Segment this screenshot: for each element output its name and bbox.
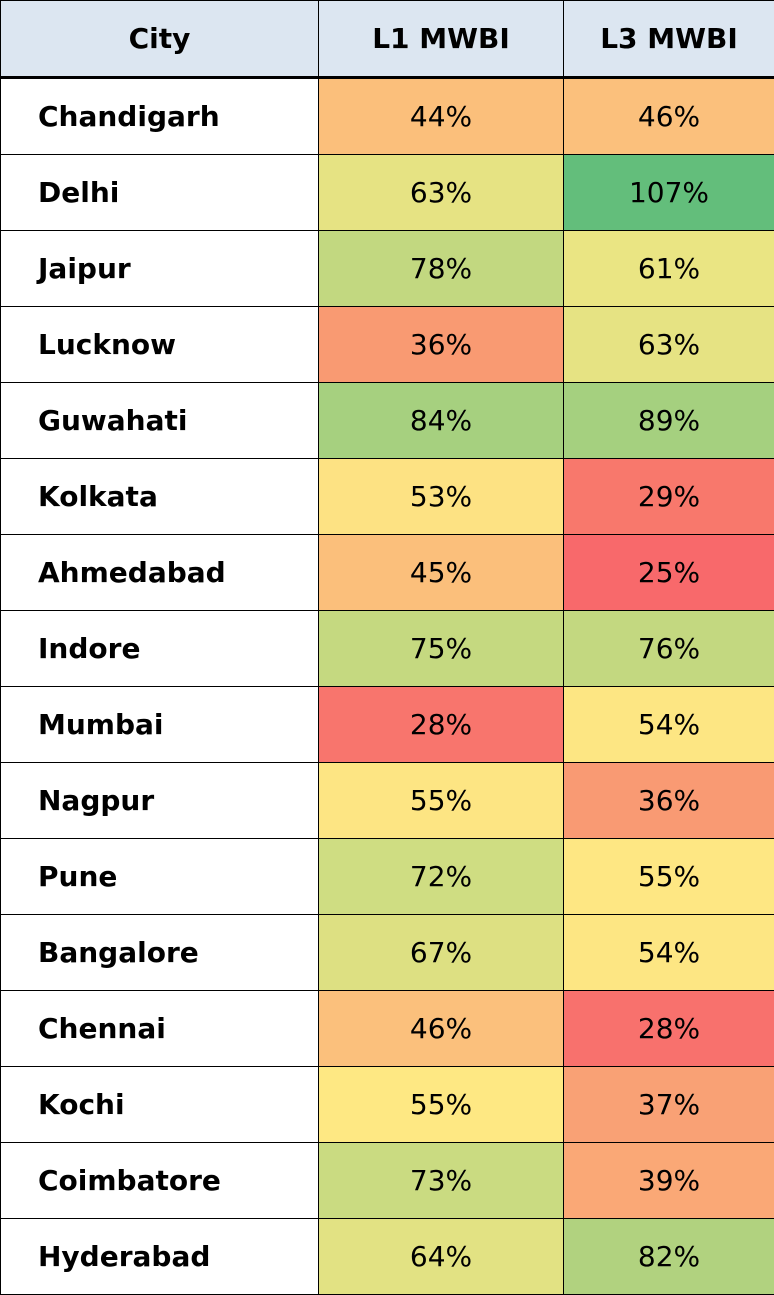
l3-mwbi-cell: 37% — [564, 1067, 774, 1143]
l3-mwbi-cell: 55% — [564, 839, 774, 915]
l1-mwbi-cell: 55% — [319, 1067, 564, 1143]
city-cell: Bangalore — [1, 915, 319, 991]
city-cell: Indore — [1, 611, 319, 687]
l1-mwbi-cell: 44% — [319, 78, 564, 155]
l1-mwbi-cell: 84% — [319, 383, 564, 459]
header-l1-mwbi: L1 MWBI — [319, 1, 564, 78]
l3-mwbi-cell: 39% — [564, 1143, 774, 1219]
l3-mwbi-cell: 25% — [564, 535, 774, 611]
l3-mwbi-cell: 36% — [564, 763, 774, 839]
l1-mwbi-cell: 75% — [319, 611, 564, 687]
city-cell: Hyderabad — [1, 1219, 319, 1295]
l3-mwbi-cell: 29% — [564, 459, 774, 535]
l1-mwbi-cell: 63% — [319, 155, 564, 231]
l3-mwbi-cell: 54% — [564, 687, 774, 763]
l1-mwbi-cell: 36% — [319, 307, 564, 383]
header-city: City — [1, 1, 319, 78]
header-l3-mwbi: L3 MWBI — [564, 1, 774, 78]
l1-mwbi-cell: 72% — [319, 839, 564, 915]
city-cell: Ahmedabad — [1, 535, 319, 611]
l1-mwbi-cell: 73% — [319, 1143, 564, 1219]
city-cell: Kolkata — [1, 459, 319, 535]
city-cell: Guwahati — [1, 383, 319, 459]
city-cell: Kochi — [1, 1067, 319, 1143]
l1-mwbi-cell: 67% — [319, 915, 564, 991]
l3-mwbi-cell: 107% — [564, 155, 774, 231]
l1-mwbi-cell: 28% — [319, 687, 564, 763]
city-cell: Jaipur — [1, 231, 319, 307]
l3-mwbi-cell: 46% — [564, 78, 774, 155]
city-cell: Coimbatore — [1, 1143, 319, 1219]
l1-mwbi-cell: 55% — [319, 763, 564, 839]
city-cell: Chennai — [1, 991, 319, 1067]
l1-mwbi-cell: 64% — [319, 1219, 564, 1295]
l1-mwbi-cell: 46% — [319, 991, 564, 1067]
city-cell: Chandigarh — [1, 78, 319, 155]
city-cell: Nagpur — [1, 763, 319, 839]
l3-mwbi-cell: 76% — [564, 611, 774, 687]
l3-mwbi-cell: 63% — [564, 307, 774, 383]
l3-mwbi-cell: 61% — [564, 231, 774, 307]
l1-mwbi-cell: 53% — [319, 459, 564, 535]
header-row: City L1 MWBI L3 MWBI — [1, 1, 774, 78]
city-cell: Mumbai — [1, 687, 319, 763]
l1-mwbi-cell: 78% — [319, 231, 564, 307]
l1-mwbi-cell: 45% — [319, 535, 564, 611]
l3-mwbi-cell: 28% — [564, 991, 774, 1067]
city-cell: Delhi — [1, 155, 319, 231]
l3-mwbi-cell: 54% — [564, 915, 774, 991]
city-cell: Pune — [1, 839, 319, 915]
l3-mwbi-cell: 82% — [564, 1219, 774, 1295]
l3-mwbi-cell: 89% — [564, 383, 774, 459]
city-cell: Lucknow — [1, 307, 319, 383]
